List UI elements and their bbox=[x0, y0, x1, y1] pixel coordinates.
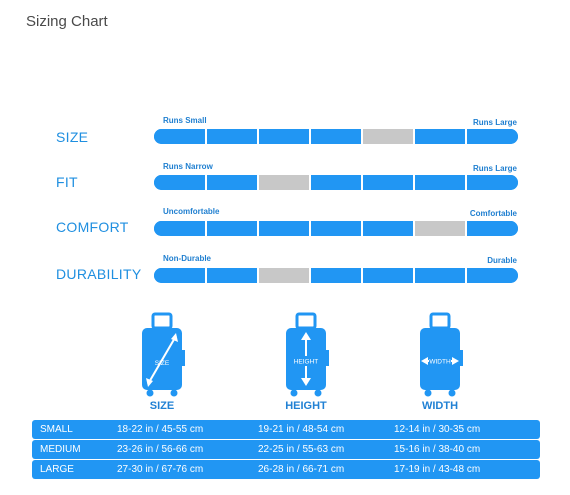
rating-segment bbox=[206, 129, 258, 144]
rating-divider bbox=[309, 221, 311, 236]
rating-divider bbox=[257, 129, 259, 144]
rating-segment bbox=[414, 175, 466, 190]
rating-divider bbox=[465, 268, 467, 283]
rating-divider bbox=[361, 129, 363, 144]
size-dimension: 23-26 in / 56-66 cm bbox=[117, 444, 204, 455]
rating-segment bbox=[362, 129, 414, 144]
rating-segment bbox=[310, 175, 362, 190]
rating-divider bbox=[413, 129, 415, 144]
suitcase-width-icon: WIDTH bbox=[420, 312, 463, 397]
rating-row-size: SIZE Runs Small Runs Large bbox=[0, 116, 570, 166]
rating-bar bbox=[154, 268, 518, 283]
rating-divider bbox=[361, 268, 363, 283]
rating-divider bbox=[205, 175, 207, 190]
rating-segment bbox=[154, 129, 206, 144]
rating-segment bbox=[258, 221, 310, 236]
rating-segment bbox=[258, 175, 310, 190]
rating-divider bbox=[413, 175, 415, 190]
rating-segment bbox=[310, 129, 362, 144]
size-dimension: 27-30 in / 67-76 cm bbox=[117, 464, 204, 475]
rating-segment bbox=[362, 175, 414, 190]
size-row-large: LARGE 27-30 in / 67-76 cm 26-28 in / 66-… bbox=[32, 460, 540, 479]
rating-right-label: Runs Large bbox=[472, 164, 517, 173]
rating-divider bbox=[361, 221, 363, 236]
suitcase-inner-label: HEIGHT bbox=[294, 359, 319, 366]
rating-divider bbox=[309, 268, 311, 283]
rating-segment bbox=[466, 221, 518, 236]
rating-divider bbox=[309, 175, 311, 190]
rating-left-label: Runs Small bbox=[163, 116, 207, 125]
rating-divider bbox=[361, 175, 363, 190]
bag-caption: HEIGHT bbox=[285, 400, 327, 412]
rating-right-label: Durable bbox=[487, 256, 517, 265]
width-dimension: 17-19 in / 43-48 cm bbox=[394, 464, 481, 475]
bag-caption: WIDTH bbox=[421, 400, 459, 412]
rating-row-comfort: COMFORT Uncomfortable Comfortable bbox=[0, 207, 570, 257]
rating-segment bbox=[414, 268, 466, 283]
rating-divider bbox=[465, 221, 467, 236]
rating-segment bbox=[206, 175, 258, 190]
rating-row-durability: DURABILITY Non-Durable Durable bbox=[0, 254, 570, 304]
width-dimension: 12-14 in / 30-35 cm bbox=[394, 424, 481, 435]
rating-label: COMFORT bbox=[56, 219, 129, 235]
rating-segment bbox=[258, 129, 310, 144]
size-name: MEDIUM bbox=[40, 444, 81, 455]
rating-divider bbox=[257, 175, 259, 190]
rating-segment bbox=[362, 221, 414, 236]
rating-segment bbox=[466, 175, 518, 190]
rating-segment bbox=[154, 175, 206, 190]
rating-divider bbox=[205, 129, 207, 144]
rating-segment bbox=[362, 268, 414, 283]
rating-segment bbox=[154, 221, 206, 236]
rating-right-label: Comfortable bbox=[469, 209, 517, 218]
rating-segment bbox=[466, 129, 518, 144]
height-dimension: 19-21 in / 48-54 cm bbox=[258, 424, 345, 435]
rating-divider bbox=[413, 268, 415, 283]
rating-divider bbox=[205, 221, 207, 236]
rating-label: SIZE bbox=[56, 129, 89, 145]
rating-divider bbox=[309, 129, 311, 144]
size-row-medium: MEDIUM 23-26 in / 56-66 cm 22-25 in / 55… bbox=[32, 440, 540, 459]
rating-divider bbox=[413, 221, 415, 236]
rating-segment bbox=[310, 221, 362, 236]
size-dimension: 18-22 in / 45-55 cm bbox=[117, 424, 204, 435]
suitcase-size-icon: SIZE bbox=[142, 312, 185, 397]
rating-segment bbox=[310, 268, 362, 283]
suitcase-height-icon: HEIGHT bbox=[286, 312, 329, 397]
size-name: SMALL bbox=[40, 424, 73, 435]
rating-segment bbox=[258, 268, 310, 283]
suitcase-inner-label: SIZE bbox=[155, 360, 170, 367]
rating-segment bbox=[466, 268, 518, 283]
rating-segment bbox=[414, 221, 466, 236]
rating-right-label: Runs Large bbox=[472, 118, 517, 127]
rating-segment bbox=[154, 268, 206, 283]
rating-divider bbox=[257, 268, 259, 283]
height-dimension: 22-25 in / 55-63 cm bbox=[258, 444, 345, 455]
rating-segment bbox=[206, 268, 258, 283]
rating-segment bbox=[414, 129, 466, 144]
rating-divider bbox=[257, 221, 259, 236]
rating-divider bbox=[465, 129, 467, 144]
rating-divider bbox=[205, 268, 207, 283]
rating-bar bbox=[154, 129, 518, 144]
size-row-small: SMALL 18-22 in / 45-55 cm 19-21 in / 48-… bbox=[32, 420, 540, 439]
rating-left-label: Non-Durable bbox=[163, 254, 211, 263]
page-title: Sizing Chart bbox=[26, 13, 108, 30]
size-name: LARGE bbox=[40, 464, 74, 475]
bag-caption: SIZE bbox=[149, 400, 175, 412]
width-dimension: 15-16 in / 38-40 cm bbox=[394, 444, 481, 455]
rating-bar bbox=[154, 221, 518, 236]
rating-divider bbox=[465, 175, 467, 190]
rating-left-label: Uncomfortable bbox=[163, 207, 220, 216]
rating-bar bbox=[154, 175, 518, 190]
rating-left-label: Runs Narrow bbox=[163, 162, 213, 171]
suitcase-inner-label: WIDTH bbox=[429, 359, 451, 366]
rating-row-fit: FIT Runs Narrow Runs Large bbox=[0, 162, 570, 212]
rating-label: DURABILITY bbox=[56, 266, 142, 282]
height-dimension: 26-28 in / 66-71 cm bbox=[258, 464, 345, 475]
rating-label: FIT bbox=[56, 174, 78, 190]
rating-segment bbox=[206, 221, 258, 236]
